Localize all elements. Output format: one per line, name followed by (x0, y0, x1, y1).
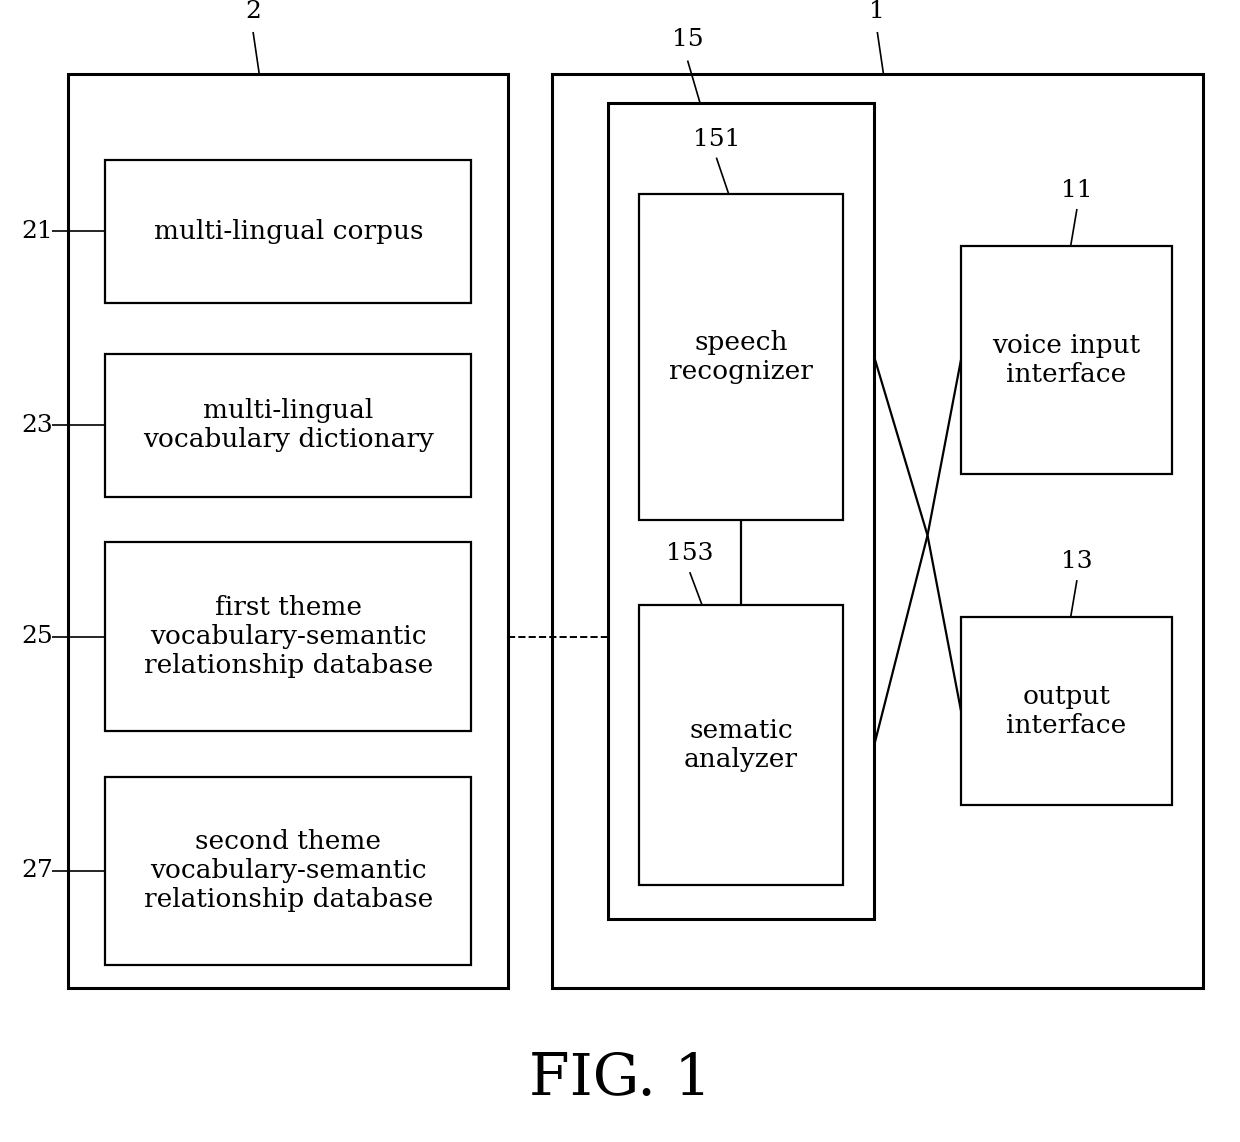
Bar (105, 777, 471, 965)
Text: 27: 27 (21, 859, 53, 883)
Bar (105, 542, 471, 731)
Text: voice input
interface: voice input interface (992, 332, 1141, 387)
Bar (961, 246, 1172, 474)
Text: multi-lingual corpus: multi-lingual corpus (154, 219, 423, 243)
Text: 153: 153 (666, 542, 713, 565)
Bar (105, 354, 471, 497)
Bar (608, 103, 874, 919)
Bar (552, 74, 1203, 988)
Text: 11: 11 (1061, 179, 1092, 202)
Bar (961, 617, 1172, 805)
Text: multi-lingual
vocabulary dictionary: multi-lingual vocabulary dictionary (143, 399, 434, 452)
Text: 1: 1 (869, 0, 885, 23)
Bar (639, 194, 843, 520)
Text: 13: 13 (1061, 550, 1092, 573)
Text: 21: 21 (21, 219, 53, 243)
Text: 23: 23 (21, 413, 53, 437)
Text: output
interface: output interface (1007, 684, 1126, 738)
Text: 151: 151 (693, 128, 740, 151)
Text: sematic
analyzer: sematic analyzer (684, 718, 797, 772)
Text: 15: 15 (672, 29, 703, 51)
Text: FIG. 1: FIG. 1 (528, 1051, 712, 1108)
Text: 2: 2 (246, 0, 262, 23)
Text: 25: 25 (21, 625, 53, 649)
Bar (639, 605, 843, 885)
Bar (68, 74, 508, 988)
Bar (105, 160, 471, 303)
Text: second theme
vocabulary-semantic
relationship database: second theme vocabulary-semantic relatio… (144, 829, 433, 912)
Text: first theme
vocabulary-semantic
relationship database: first theme vocabulary-semantic relation… (144, 595, 433, 678)
Text: speech
recognizer: speech recognizer (668, 330, 813, 384)
